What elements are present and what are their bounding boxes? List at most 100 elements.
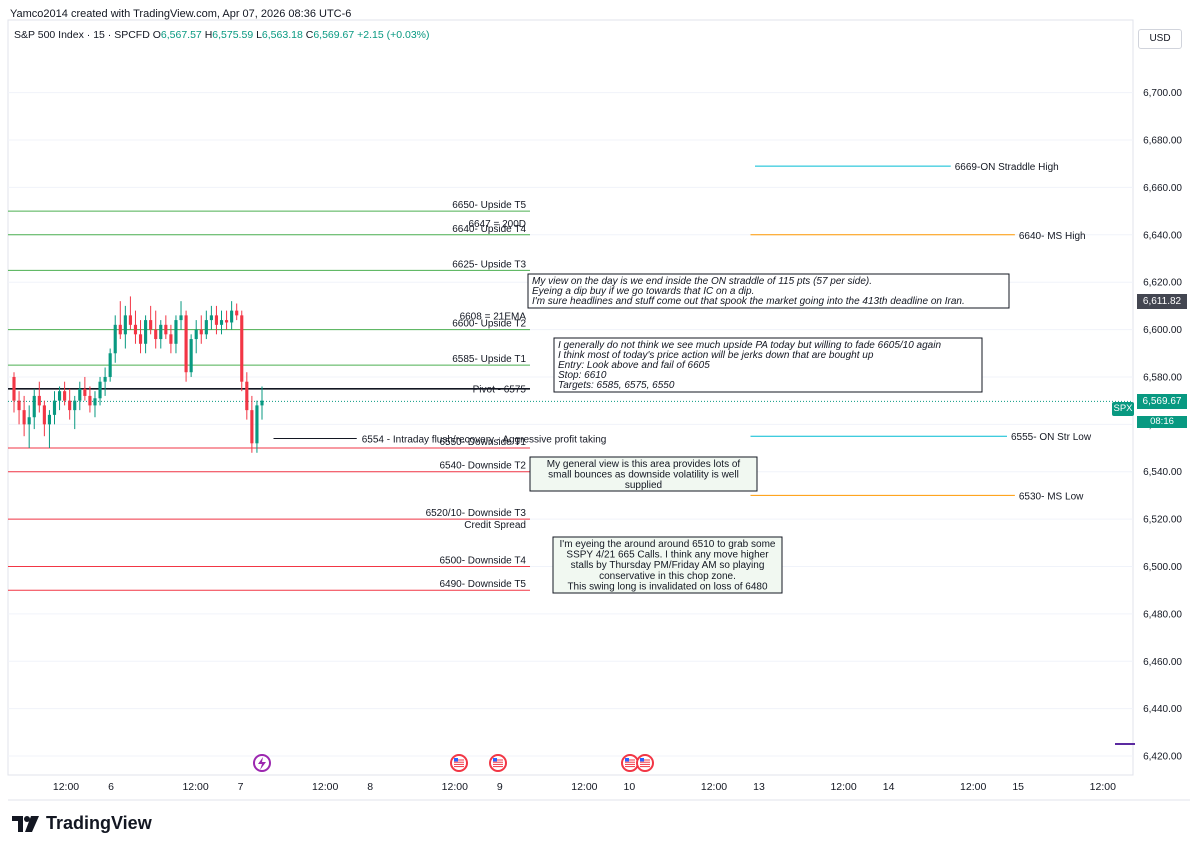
level-label: 6540- Downside T2 [439,461,526,472]
candle-body [204,320,208,335]
tradingview-logo[interactable]: TradingView [12,813,152,834]
candle-body [225,320,229,323]
candle-body [164,324,168,335]
symbol-label[interactable]: S&P 500 Index · 15 · SPCFD [14,29,150,41]
countdown-tag: 08:16 [1137,416,1187,428]
x-tick-label: 7 [238,781,244,793]
candle-body [17,400,21,411]
note-text: small bounces as downside volatility is … [548,470,739,481]
level-label: 6554 - Intraday flush/recovery - Aggress… [362,435,607,446]
us-flag-icon[interactable] [450,754,468,772]
note-text: conservative in this chop zone. [599,571,736,582]
x-tick-label: 12:00 [701,781,727,793]
candle-body [108,353,112,377]
x-tick-label: 12:00 [960,781,986,793]
y-tick-label: 6,520.00 [1143,515,1182,526]
x-tick-label: 12:00 [830,781,856,793]
x-tick-label: 12:00 [312,781,338,793]
high-value: 6,575.59 [212,29,254,41]
candle-body [78,388,82,401]
note-text: Entry: Look above and fail of 6605 [558,360,710,371]
level-label: Pivot - 6575 [473,384,527,395]
us-flag-canton [625,758,629,762]
us-flag-canton [454,758,458,762]
us-flag-icon[interactable] [489,754,507,772]
note-text: Targets: 6585, 6575, 6550 [558,380,675,391]
level-label: 6550- Downside T1 [439,437,526,448]
candle-body [209,315,213,321]
candle-body [199,329,203,335]
us-flag-icon[interactable] [621,754,639,772]
x-tick-label: 12:00 [442,781,468,793]
note-box[interactable] [527,273,1010,309]
tradingview-logo-icon [12,815,39,832]
candle-body [235,310,239,316]
level-label: Credit Spread [464,520,526,531]
candle-body [245,381,249,411]
x-tick-label: 15 [1012,781,1024,793]
candle-body [27,417,31,425]
x-tick-label: 13 [753,781,765,793]
currency-button[interactable]: USD [1138,29,1182,49]
candle-body [118,324,122,335]
candle-body [159,324,163,340]
note-text: I'm sure headlines and stuff come out th… [532,296,965,307]
level-label: 6608 = 21EMA [460,312,527,323]
note-box[interactable] [552,536,783,594]
x-tick-label: 12:00 [53,781,79,793]
x-tick-label: 6 [108,781,114,793]
x-tick-label: 8 [367,781,373,793]
change-value: +2.15 (+0.03%) [357,29,430,41]
candle-body [57,391,62,401]
open-value: 6,567.57 [160,29,202,41]
candle-body [83,388,87,396]
level-label: 6600- Upside T2 [452,319,526,330]
candle-body [214,315,219,325]
y-tick-label: 6,640.00 [1143,230,1182,241]
x-tick-label: 9 [497,781,503,793]
credit-line: Yamco2014 created with TradingView.com, … [10,8,352,20]
candle-body [184,315,188,373]
candle-body [179,315,183,321]
candle-body [68,400,72,411]
y-tick-label: 6,620.00 [1143,278,1182,289]
candle-body [133,324,138,335]
plot-border [7,19,1134,776]
level-label: 6650- Upside T5 [452,200,526,211]
us-flag-icon[interactable] [636,754,654,772]
note-text: Stop: 6610 [558,370,607,381]
candle-body [149,320,153,330]
candle-body [47,414,51,425]
tradingview-wordmark: TradingView [46,813,152,833]
y-tick-label: 6,500.00 [1143,562,1182,573]
note-box[interactable] [529,456,758,492]
level-label: 6555- ON Str Low [1011,432,1092,443]
note-box[interactable] [553,337,983,393]
y-tick-label: 6,600.00 [1143,325,1182,336]
symbol-tag: SPX [1112,402,1134,416]
candle-body [250,410,254,444]
candle-body [22,410,26,425]
note-text: This swing long is invalidated on loss o… [567,581,768,592]
close-value: 6,569.67 [313,29,355,41]
candle-body [63,391,67,401]
candle-body [219,320,224,325]
high-label: H [204,29,213,41]
candle-body [194,329,198,340]
candle-body [37,395,41,406]
note-text: SSPY 4/21 665 Calls. I think any move hi… [566,550,769,561]
candle-body [189,339,193,373]
y-tick-label: 6,480.00 [1143,609,1182,620]
y-tick-label: 6,420.00 [1143,752,1182,763]
y-tick-label: 6,680.00 [1143,136,1182,147]
candle-body [42,405,46,425]
candle-body [138,334,143,344]
level-label: 6647 = 200D [468,219,526,230]
candle-body [240,315,244,382]
y-tick-label: 6,660.00 [1143,183,1182,194]
y-tick-label: 6,700.00 [1143,88,1182,99]
candle-body [98,381,102,399]
candle-body [260,400,264,406]
